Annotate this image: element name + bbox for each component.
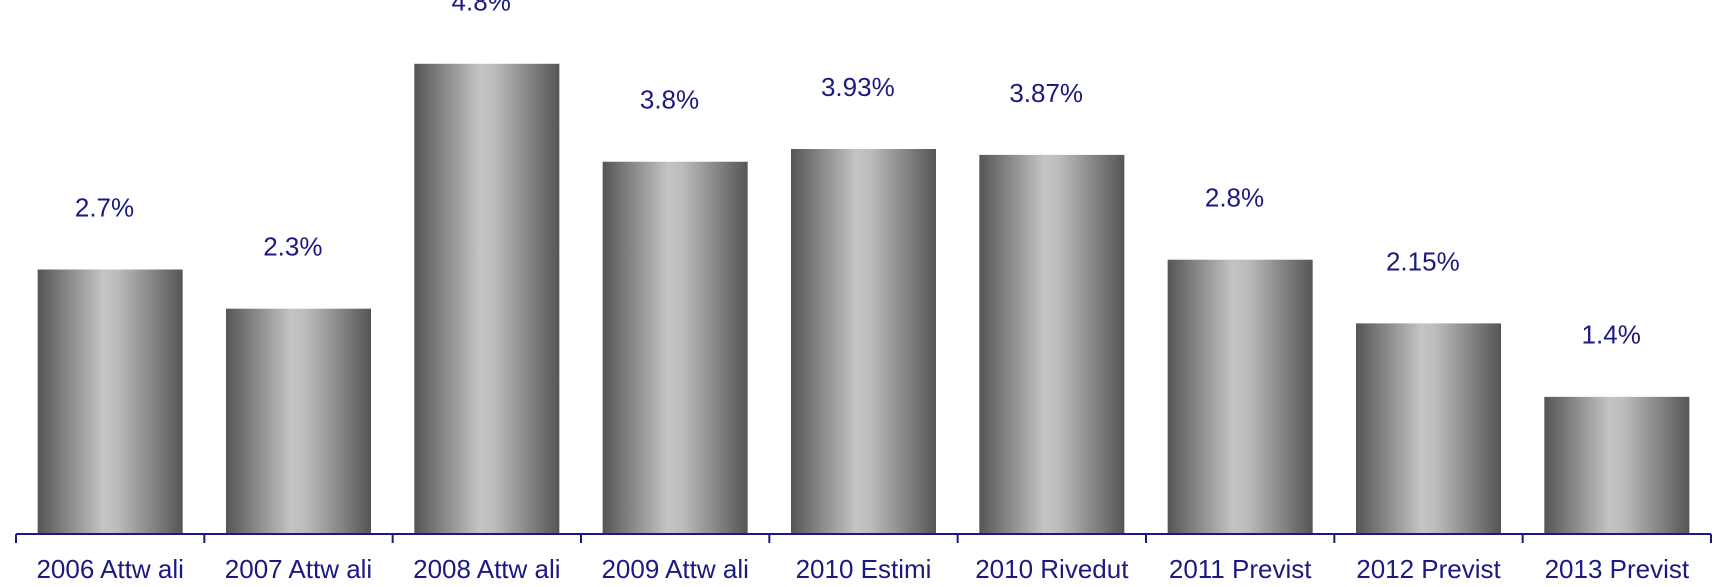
value-label: 3.8% bbox=[640, 85, 699, 115]
bar bbox=[414, 63, 560, 535]
value-label: 2.3% bbox=[263, 232, 322, 262]
x-tick-label: 2010 Estimi bbox=[796, 554, 932, 584]
value-label: 3.93% bbox=[821, 72, 895, 102]
value-label: 2.8% bbox=[1205, 183, 1264, 213]
bar bbox=[979, 154, 1125, 534]
x-tick-label: 2007 Attw ali bbox=[225, 554, 372, 584]
value-label: 4.8% bbox=[452, 0, 511, 17]
bar bbox=[790, 149, 937, 534]
x-tick-label: 2012 Previst bbox=[1356, 554, 1501, 584]
x-tick-label: 2006 Attw ali bbox=[36, 554, 183, 584]
value-label: 3.87% bbox=[1009, 78, 1083, 108]
bar bbox=[1355, 323, 1502, 534]
x-tick-label: 2013 Previst bbox=[1545, 554, 1690, 584]
value-label: 2.15% bbox=[1386, 246, 1460, 276]
x-tick-label: 2009 Attw ali bbox=[601, 554, 748, 584]
x-tick-label: 2010 Rivedut bbox=[975, 554, 1129, 584]
x-tick-label: 2008 Attw ali bbox=[413, 554, 560, 584]
value-label: 1.4% bbox=[1582, 320, 1641, 350]
bar bbox=[37, 269, 183, 534]
bar bbox=[1167, 259, 1313, 534]
bar bbox=[225, 308, 372, 534]
value-label: 2.7% bbox=[75, 192, 134, 222]
bar bbox=[1544, 396, 1690, 534]
x-tick-label: 2011 Previst bbox=[1169, 554, 1312, 584]
bar bbox=[602, 161, 748, 535]
